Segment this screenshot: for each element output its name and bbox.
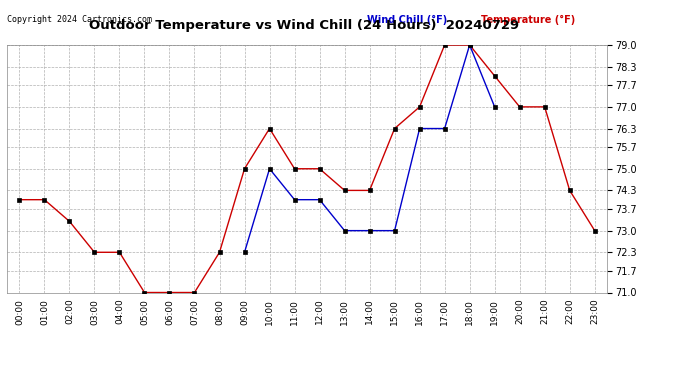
Text: Temperature (°F): Temperature (°F) bbox=[481, 15, 575, 26]
Text: Wind Chill (°F): Wind Chill (°F) bbox=[367, 15, 447, 26]
Text: Outdoor Temperature vs Wind Chill (24 Hours)  20240729: Outdoor Temperature vs Wind Chill (24 Ho… bbox=[88, 19, 519, 32]
Text: Copyright 2024 Cartronics.com: Copyright 2024 Cartronics.com bbox=[7, 15, 152, 24]
